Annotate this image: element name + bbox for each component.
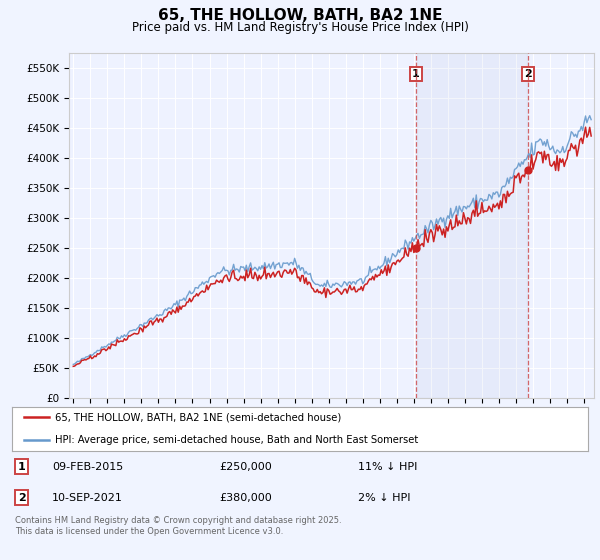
Text: £250,000: £250,000 [220,461,272,472]
Text: 1: 1 [18,461,26,472]
Text: 2% ↓ HPI: 2% ↓ HPI [358,493,410,503]
Text: 11% ↓ HPI: 11% ↓ HPI [358,461,417,472]
Text: 1: 1 [412,69,419,80]
Text: Price paid vs. HM Land Registry's House Price Index (HPI): Price paid vs. HM Land Registry's House … [131,21,469,34]
Text: 10-SEP-2021: 10-SEP-2021 [52,493,123,503]
Text: Contains HM Land Registry data © Crown copyright and database right 2025.
This d: Contains HM Land Registry data © Crown c… [15,516,341,536]
Text: HPI: Average price, semi-detached house, Bath and North East Somerset: HPI: Average price, semi-detached house,… [55,435,418,445]
Text: £380,000: £380,000 [220,493,272,503]
Text: 2: 2 [524,69,532,80]
Text: 65, THE HOLLOW, BATH, BA2 1NE: 65, THE HOLLOW, BATH, BA2 1NE [158,8,442,24]
Text: 65, THE HOLLOW, BATH, BA2 1NE (semi-detached house): 65, THE HOLLOW, BATH, BA2 1NE (semi-deta… [55,412,341,422]
Text: 2: 2 [18,493,26,503]
Text: 09-FEB-2015: 09-FEB-2015 [52,461,124,472]
